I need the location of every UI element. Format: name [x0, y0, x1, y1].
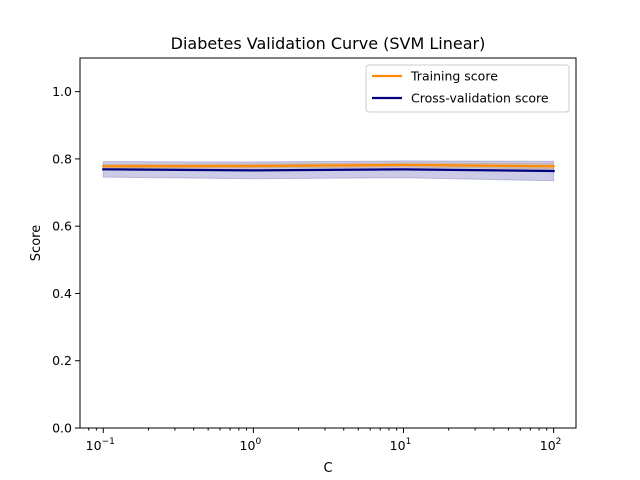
x-axis-label: C: [323, 461, 332, 476]
x-tick-label: 100: [240, 437, 262, 453]
y-tick-label: 1.0: [52, 84, 72, 99]
y-tick-label: 0.8: [52, 151, 72, 166]
x-axis-ticks: 10−1 100 101 102: [86, 428, 562, 453]
x-tick-label: 101: [390, 437, 412, 453]
legend-box: [365, 64, 570, 113]
y-tick-label: 0.2: [52, 353, 72, 368]
x-tick-label: 102: [540, 437, 562, 453]
y-tick-label: 0.0: [52, 421, 72, 436]
y-tick-label: 0.4: [52, 286, 72, 301]
y-tick-label: 0.6: [52, 219, 72, 234]
legend-label-1: Cross-validation score: [411, 91, 549, 106]
series-line-0: [102, 163, 555, 168]
legend-label-0: Training score: [410, 69, 498, 84]
y-axis-label: Score: [29, 225, 44, 261]
legend: Training score Cross-validation score: [365, 64, 570, 113]
chart-title: Diabetes Validation Curve (SVM Linear): [171, 34, 486, 53]
series-lines: [102, 163, 555, 173]
y-axis-ticks: 0.0 0.2 0.4 0.6 0.8 1.0: [52, 84, 80, 436]
x-tick-label: 10−1: [86, 437, 115, 453]
plot-area-frame: [79, 57, 577, 429]
series-line-1: [102, 168, 555, 173]
